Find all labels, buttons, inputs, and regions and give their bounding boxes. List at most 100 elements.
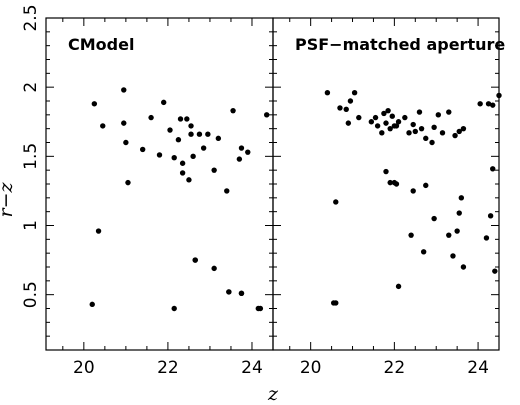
data-point — [156, 152, 163, 158]
data-point — [148, 114, 154, 121]
data-point — [211, 265, 217, 272]
data-point — [416, 109, 423, 115]
data-point — [454, 228, 460, 234]
panel-frame-2 — [272, 17, 500, 351]
data-point — [257, 305, 264, 312]
data-point — [389, 113, 395, 119]
data-point — [383, 168, 389, 175]
data-point — [196, 131, 203, 137]
data-point — [456, 128, 462, 135]
data-point — [410, 188, 416, 194]
data-point — [205, 131, 211, 137]
x-tick-label: 22 — [384, 358, 406, 378]
y-tick-label: 1.5 — [21, 143, 41, 170]
data-point — [175, 137, 182, 143]
data-point — [333, 300, 339, 306]
data-point — [215, 135, 222, 142]
data-point — [431, 124, 437, 130]
data-point — [167, 127, 173, 133]
data-point — [423, 182, 429, 189]
data-point — [420, 249, 427, 255]
data-point — [456, 210, 462, 216]
data-point — [171, 155, 177, 161]
data-point — [179, 170, 186, 176]
data-point — [238, 145, 245, 151]
y-tick-label: 2.5 — [21, 4, 41, 31]
y-tick-label: 0.5 — [21, 281, 41, 308]
data-point — [393, 123, 400, 129]
data-point — [100, 123, 106, 129]
data-point — [483, 235, 490, 241]
data-point — [450, 253, 456, 259]
y-tick-label: 2 — [21, 82, 41, 93]
data-point — [487, 213, 494, 219]
data-point — [179, 160, 186, 166]
data-point — [431, 215, 437, 222]
data-point — [89, 301, 95, 308]
data-point — [402, 114, 408, 121]
data-point — [121, 120, 127, 126]
data-point — [410, 121, 416, 128]
data-point — [230, 107, 236, 114]
panel-title-1: CModel — [68, 35, 134, 54]
data-point — [125, 179, 131, 186]
data-point — [356, 114, 362, 121]
data-point — [385, 107, 391, 114]
data-point — [139, 146, 146, 153]
data-point — [452, 132, 458, 139]
data-point — [324, 90, 331, 96]
data-point — [351, 90, 358, 96]
data-point — [161, 99, 167, 106]
data-point — [435, 112, 442, 118]
data-point — [458, 195, 465, 201]
data-point — [490, 102, 496, 108]
data-point — [492, 268, 498, 274]
data-point — [379, 130, 385, 136]
data-point — [121, 87, 127, 93]
x-tick-label: 20 — [300, 358, 322, 378]
data-point — [477, 101, 483, 107]
data-point — [95, 228, 102, 234]
data-point — [224, 188, 230, 194]
data-point — [446, 109, 452, 115]
data-point — [337, 105, 343, 111]
panel-title-2: PSF−matched aperture — [295, 35, 505, 54]
data-point — [418, 125, 425, 132]
data-point — [188, 131, 194, 137]
data-point — [123, 139, 129, 146]
data-point — [496, 92, 502, 99]
data-point — [368, 119, 375, 125]
x-axis-title: z — [267, 383, 279, 405]
data-point — [245, 149, 251, 155]
data-point — [490, 166, 496, 172]
data-point — [387, 125, 393, 132]
data-point — [238, 290, 245, 296]
data-point — [383, 120, 389, 126]
x-tick-label: 20 — [73, 358, 95, 378]
data-point — [460, 264, 467, 270]
x-tick-label: 22 — [157, 358, 179, 378]
data-point — [263, 112, 270, 118]
data-point — [211, 167, 217, 173]
data-point — [200, 145, 207, 151]
panel-frame-1 — [45, 17, 274, 351]
data-point — [485, 101, 492, 107]
data-point — [372, 114, 379, 121]
data-point — [387, 179, 393, 186]
data-point — [171, 305, 177, 312]
data-point — [408, 232, 414, 238]
data-point — [188, 123, 194, 129]
data-point — [190, 153, 196, 160]
data-point — [226, 289, 232, 295]
data-point — [192, 257, 198, 263]
x-tick-label: 24 — [241, 358, 263, 378]
data-point — [347, 98, 354, 104]
data-point — [446, 232, 452, 238]
data-point — [236, 156, 243, 162]
data-point — [345, 120, 352, 126]
data-point — [439, 130, 446, 136]
data-point — [186, 177, 192, 183]
data-point — [395, 119, 402, 125]
data-point — [423, 135, 429, 142]
